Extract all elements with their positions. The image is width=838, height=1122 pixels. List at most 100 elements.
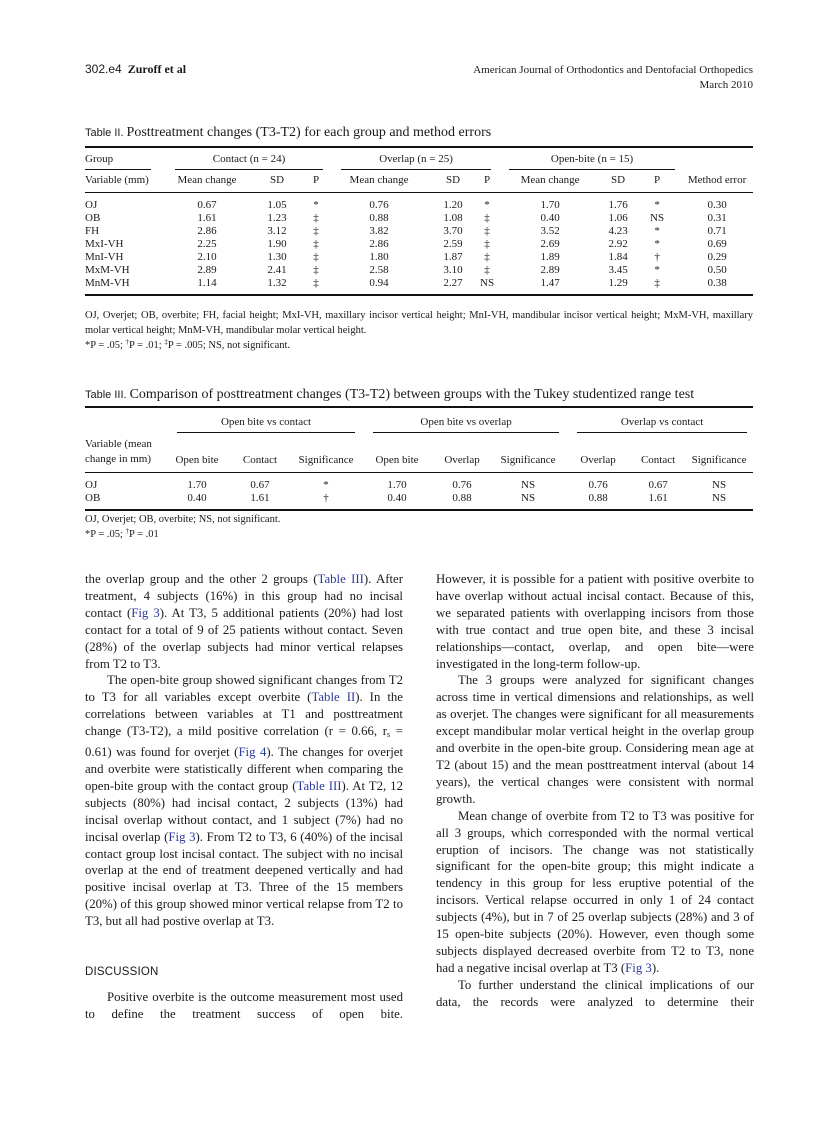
table-cell: 0.88: [369, 212, 389, 224]
text-run: ).: [651, 960, 660, 975]
table-cell: 1.89: [540, 251, 560, 263]
column-header: Contact: [631, 433, 686, 473]
table-cell: 1.70: [540, 199, 560, 211]
cross-reference-link[interactable]: Table III: [296, 778, 342, 793]
column-header: P: [303, 170, 330, 193]
table-row: OJ 0.67 1.05 * 0.76 1.20 * 1.70 1.76 * 0.30: [85, 193, 753, 213]
text-run: To further understand the clinical impli…: [436, 977, 754, 1009]
table-cell: 0.31: [707, 212, 727, 224]
table-cell: NS: [521, 479, 536, 491]
table-cell: 1.84: [608, 251, 628, 263]
table-cell: *: [313, 199, 319, 211]
table-cell: ‡: [484, 212, 490, 224]
table-cell: 0.67: [648, 479, 668, 491]
text-run: DISCUSSION: [85, 966, 159, 979]
table2-group-header: Open-bite (n = 15): [509, 153, 676, 170]
table-cell: 0.30: [707, 199, 727, 211]
table-cell: *: [654, 199, 660, 211]
table2-group-header: Contact (n = 24): [175, 153, 324, 170]
table-cell: ‡: [484, 251, 490, 263]
column-header: Contact: [229, 433, 291, 473]
column-header: Significance: [491, 433, 566, 473]
row-header-label: Variable (mm): [85, 170, 163, 193]
cross-reference-link[interactable]: Table III: [317, 572, 364, 586]
table-cell: 0.40: [187, 492, 207, 504]
table-cell: 2.59: [443, 238, 463, 250]
running-header-right: American Journal of Orthodontics and Den…: [473, 63, 753, 93]
table-cell: 1.05: [267, 199, 287, 211]
table-cell: 1.70: [187, 479, 207, 491]
table3-caption: Table III. Comparison of posttreatment ch…: [85, 387, 694, 403]
table-cell: NS: [650, 212, 665, 224]
row-label: OB: [85, 212, 101, 224]
column-header: SD: [429, 170, 478, 193]
table-cell: 3.10: [443, 264, 463, 276]
table2-group-label: Group: [85, 153, 151, 170]
table-cell: 1.29: [608, 277, 628, 289]
row-label: MnI-VH: [85, 251, 124, 263]
table-cell: 0.76: [369, 199, 389, 211]
table3-abbreviations: OJ, Overjet; OB, overbite; NS, not signi…: [85, 514, 281, 525]
authors: Zuroff et al: [127, 62, 187, 76]
table-row: OJ 1.70 0.67 * 1.70 0.76 NS 0.76 0.67 NS: [85, 473, 753, 493]
table3-group-header: Overlap vs contact: [577, 416, 748, 433]
table-row: OB 1.61 1.23 ‡ 0.88 1.08 ‡ 0.40 1.06 NS 0.31: [85, 212, 753, 225]
subscript: s: [387, 730, 391, 740]
column-header: P: [633, 170, 682, 193]
table-cell: 1.87: [443, 251, 463, 263]
table-cell: 0.29: [707, 251, 727, 263]
table-cell: ‡: [313, 264, 319, 276]
paragraph: The 3 groups were analyzed for significa…: [436, 672, 754, 807]
table2-footnotes: OJ, Overjet; OB, overbite; FH, facial he…: [85, 308, 753, 353]
journal-name: American Journal of Orthodontics and Den…: [473, 64, 753, 76]
column-header: Overlap: [433, 433, 492, 473]
cross-reference-link[interactable]: Fig 3: [625, 960, 652, 975]
cross-reference-link[interactable]: Fig 4: [238, 745, 267, 760]
column-header: Open bite: [165, 433, 229, 473]
table-cell: *: [323, 479, 329, 491]
table-cell: 2.92: [608, 238, 628, 250]
table-cell: ‡: [313, 238, 319, 250]
table2-group-header: Overlap (n = 25): [341, 153, 492, 170]
paragraph: Positive overbite is the outcome measure…: [85, 989, 403, 1023]
table-row: MxI-VH 2.25 1.90 ‡ 2.86 2.59 ‡ 2.69 2.92 * 0.69: [85, 238, 753, 251]
text-run: Mean change of overbite from T2 to T3 wa…: [436, 808, 754, 975]
table-cell: †: [323, 492, 329, 504]
table2-title: Posttreatment changes (T3-T2) for each g…: [126, 125, 492, 140]
running-header-left: 302.e4 Zuroff et al: [85, 62, 186, 77]
table-cell: 0.50: [707, 264, 727, 276]
column-header: SD: [603, 170, 634, 193]
table-cell: ‡: [313, 251, 319, 263]
cross-reference-link[interactable]: Table II: [311, 690, 356, 705]
table-cell: 2.89: [540, 264, 560, 276]
table-cell: *: [654, 225, 660, 237]
table-cell: ‡: [484, 238, 490, 250]
table-cell: ‡: [313, 277, 319, 289]
table-cell: 1.14: [197, 277, 217, 289]
table-cell: 3.45: [608, 264, 628, 276]
table-cell: 0.40: [387, 492, 407, 504]
table-cell: 2.41: [267, 264, 287, 276]
table-cell: 0.38: [707, 277, 727, 289]
row-label: MxI-VH: [85, 238, 124, 250]
table-cell: NS: [521, 492, 536, 504]
table-cell: *: [654, 264, 660, 276]
table-cell: 1.76: [608, 199, 628, 211]
row-label: MxM-VH: [85, 264, 130, 276]
table-cell: 0.67: [250, 479, 270, 491]
column-header: Open bite: [361, 433, 434, 473]
text-run: = 0.61) was found for overjet (: [85, 724, 403, 760]
table-cell: 2.69: [540, 238, 560, 250]
cross-reference-link[interactable]: Fig 3: [131, 605, 160, 620]
table-cell: 0.76: [452, 479, 472, 491]
cross-reference-link[interactable]: Fig 3: [168, 829, 196, 844]
table-cell: 0.76: [588, 479, 608, 491]
table-cell: ‡: [484, 264, 490, 276]
paragraph: the overlap group and the other 2 groups…: [85, 571, 403, 672]
right-column: However, it is possible for a patient wi…: [436, 571, 754, 1011]
column-header: Significance: [291, 433, 362, 473]
table-cell: 2.89: [197, 264, 217, 276]
table-row: FH 2.86 3.12 ‡ 3.82 3.70 ‡ 3.52 4.23 * 0.71: [85, 225, 753, 238]
table-cell: 2.86: [369, 238, 389, 250]
table-cell: NS: [712, 479, 727, 491]
